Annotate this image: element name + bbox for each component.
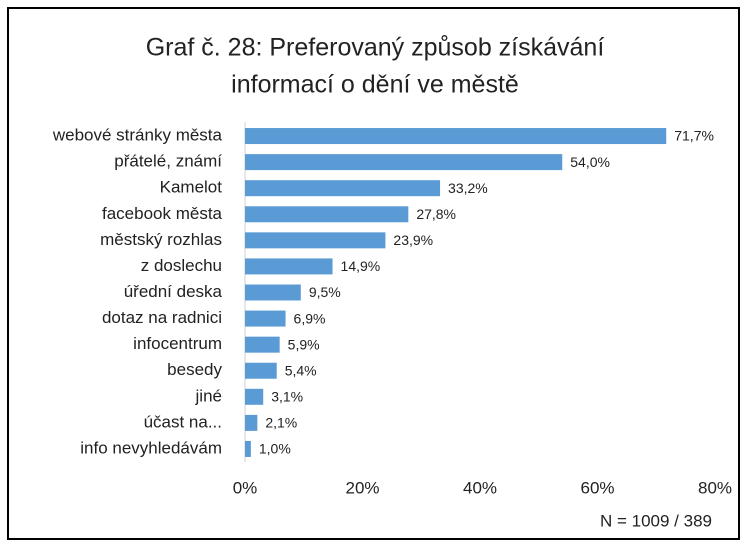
value-label: 27,8% — [416, 206, 456, 222]
bar — [245, 362, 277, 379]
x-tick-label: 0% — [233, 478, 258, 497]
y-tick-label: besedy — [167, 360, 222, 379]
bar — [245, 154, 563, 171]
chart-title: Graf č. 28: Preferovaný způsob získávání — [146, 34, 605, 62]
value-label: 6,9% — [294, 310, 326, 326]
y-tick-label: Kamelot — [160, 178, 223, 197]
bar — [245, 206, 409, 223]
y-tick-label: dotaz na radnici — [102, 308, 222, 327]
bar — [245, 284, 301, 301]
value-label: 71,7% — [674, 128, 714, 144]
y-tick-label: webové stránky města — [52, 126, 223, 145]
value-label: 5,4% — [285, 362, 317, 378]
annotation: N = 1009 / 389 — [600, 511, 712, 530]
value-label: 9,5% — [309, 284, 341, 300]
value-label: 2,1% — [265, 415, 297, 431]
bar — [245, 440, 251, 457]
value-label: 5,9% — [288, 336, 320, 352]
bar — [245, 388, 264, 405]
y-tick-label: infocentrum — [133, 334, 222, 353]
y-tick-label: facebook města — [102, 204, 223, 223]
value-label: 54,0% — [570, 154, 610, 170]
value-label: 1,0% — [259, 441, 291, 457]
bar — [245, 336, 280, 353]
value-label: 23,9% — [393, 232, 433, 248]
bar — [245, 414, 258, 431]
x-tick-label: 60% — [580, 478, 614, 497]
frame — [7, 7, 740, 540]
bar — [245, 180, 441, 197]
value-label: 14,9% — [341, 258, 381, 274]
y-tick-label: info nevyhledávám — [80, 438, 222, 457]
bar — [245, 310, 286, 327]
y-tick-label: z doslechu — [141, 256, 222, 275]
y-tick-label: účast na... — [144, 412, 222, 431]
chart-title: informací o dění ve městě — [231, 71, 519, 99]
value-label: 3,1% — [271, 389, 303, 405]
bar — [245, 258, 333, 275]
bar — [245, 232, 386, 249]
x-tick-label: 20% — [345, 478, 379, 497]
bar — [245, 128, 667, 145]
y-tick-label: městský rozhlas — [100, 230, 222, 249]
y-tick-label: přátelé, známí — [114, 152, 222, 171]
value-label: 33,2% — [448, 180, 488, 196]
x-tick-label: 40% — [463, 478, 497, 497]
x-tick-label: 80% — [698, 478, 732, 497]
y-tick-label: úřední deska — [124, 282, 223, 301]
y-tick-label: jiné — [195, 386, 222, 405]
